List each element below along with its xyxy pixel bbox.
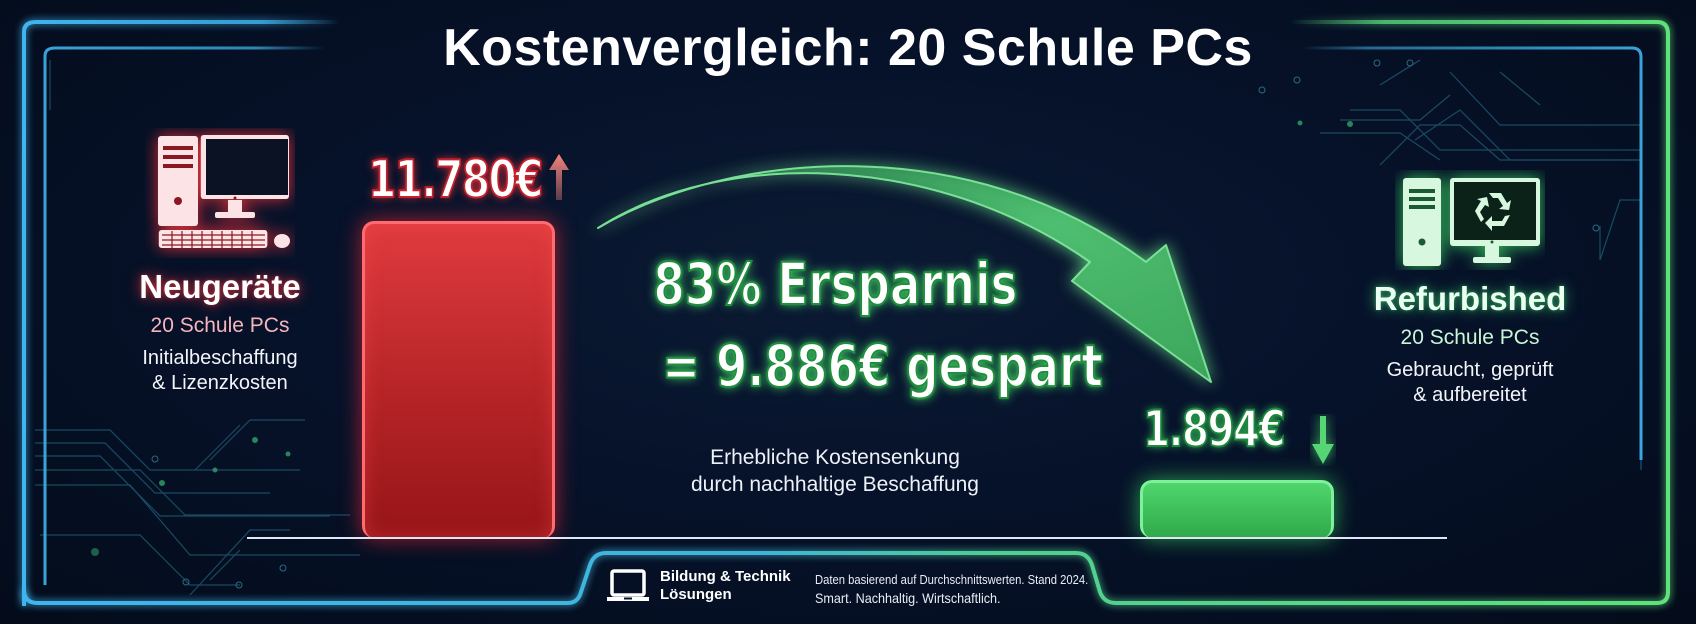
brand-name: Bildung & Technik Lösungen <box>660 568 791 603</box>
laptop-icon <box>607 569 649 601</box>
savings-note: Erhebliche Kostensenkung durch nachhalti… <box>691 446 979 496</box>
new-devices-description: Initialbeschaffung & Lizenzkosten <box>142 347 298 394</box>
refurbished-heading: Refurbished <box>1373 280 1567 317</box>
bar-refurbished <box>1140 480 1334 538</box>
chart-baseline <box>247 537 1447 539</box>
refurbished-panel: Refurbished 20 Schule PCs Gebraucht, gep… <box>1350 170 1590 408</box>
new-devices-panel: Neugeräte 20 Schule PCs Initialbeschaffu… <box>110 128 330 396</box>
refurbished-cost-label: 1.894€ <box>1142 399 1286 459</box>
recycled-pc-icon <box>1403 178 1540 266</box>
desktop-pc-icon <box>158 135 290 248</box>
bar-new-devices <box>362 221 555 538</box>
refurbished-description: Gebraucht, geprüft & aufbereitet <box>1386 359 1554 406</box>
new-devices-cost-label: 11.780€ <box>367 149 544 211</box>
page-title: Kostenvergleich: 20 Schule PCs <box>443 19 1253 77</box>
new-devices-heading: Neugeräte <box>139 268 301 305</box>
arrow-down-icon <box>1312 416 1334 464</box>
savings-amount: = 9.886€ gespart <box>661 331 1104 401</box>
footer-note: Daten basierend auf Durchschnittswerten.… <box>815 573 1089 606</box>
arrow-up-icon <box>549 154 569 200</box>
savings-percent: 83% Ersparnis <box>652 249 1018 319</box>
new-devices-subtitle: 20 Schule PCs <box>150 314 290 337</box>
refurbished-subtitle: 20 Schule PCs <box>1400 326 1540 349</box>
footer-brand: Bildung & Technik Lösungen <box>606 568 791 604</box>
